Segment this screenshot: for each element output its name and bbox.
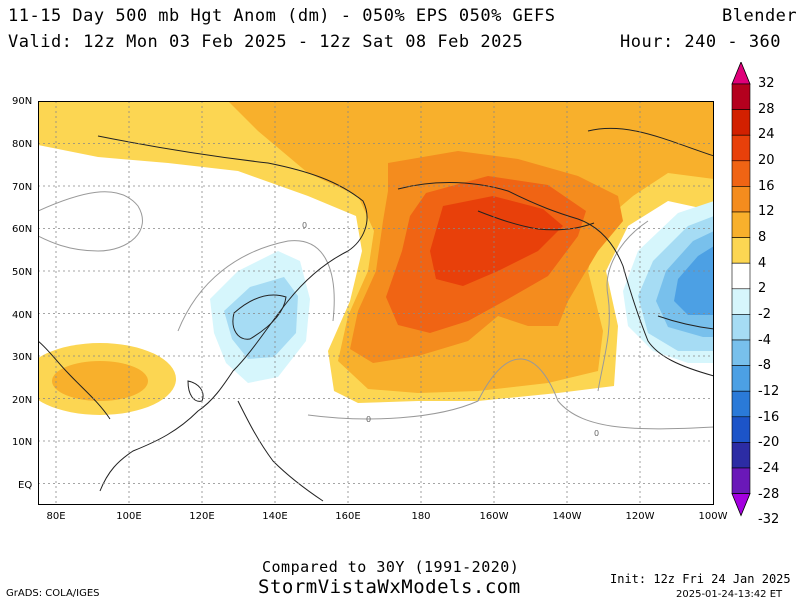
generated-timestamp: 2025-01-24-13:42 ET — [676, 589, 783, 600]
colorbar-tick-label: 24 — [758, 127, 775, 143]
map-title: 11-15 Day 500 mb Hgt Anom (dm) - 050% EP… — [8, 6, 556, 26]
colorbar-tick-label: 20 — [758, 153, 775, 168]
colorbar-tick-label: 4 — [758, 255, 767, 271]
colorbar-tick-label: -4 — [758, 332, 771, 348]
colorbar-segment — [731, 109, 751, 136]
lon-label: 140E — [262, 511, 288, 522]
lat-label: 40N — [12, 310, 33, 321]
zero-contour — [38, 191, 714, 430]
site-name: StormVistaWxModels.com — [258, 576, 521, 598]
colorbar-segment — [731, 211, 751, 238]
colorbar-tick-label: 28 — [758, 101, 775, 117]
colorbar-tick-label: 2 — [758, 281, 767, 297]
lat-label: 80N — [12, 139, 33, 150]
colorbar-segment — [731, 186, 751, 213]
colorbar-segment — [731, 160, 751, 187]
colorbar-segment — [731, 390, 751, 418]
colorbar-tick-label: -2 — [758, 307, 771, 322]
climatology-note: Compared to 30Y (1991-2020) — [262, 558, 520, 576]
lat-lon-grid — [38, 101, 714, 505]
lat-label: 60N — [12, 224, 33, 235]
lon-label: 120E — [189, 511, 215, 522]
lon-label: 100E — [116, 511, 142, 522]
colorbar-segment — [731, 237, 751, 264]
contour-label: 0 — [366, 415, 371, 424]
forecast-hour: Hour: 240 - 360 — [620, 32, 782, 52]
colorbar-segment — [731, 262, 751, 290]
colorbar-segment — [731, 83, 751, 110]
colorbar-tick-label: 12 — [758, 204, 775, 220]
valid-range: Valid: 12z Mon 03 Feb 2025 - 12z Sat 08 … — [8, 32, 524, 52]
colorbar-segment — [731, 365, 751, 392]
colorbar-tick-label: 8 — [758, 230, 767, 245]
colorbar-segment — [731, 467, 751, 494]
colorbar-tick-label: 16 — [758, 178, 775, 194]
colorbar-segment — [731, 288, 751, 315]
colorbar-tick-label: -16 — [758, 409, 780, 425]
grads-credit: GrADS: COLA/IGES — [6, 588, 100, 599]
colorbar-tick-label: -28 — [758, 486, 780, 502]
colorbar-tick-label: -20 — [758, 435, 780, 451]
lon-label: 80E — [46, 511, 66, 522]
lon-label: 120W — [625, 511, 655, 522]
colorbar-segment — [731, 314, 751, 341]
lon-label: 160E — [335, 511, 361, 522]
colorbar-segment — [731, 416, 751, 443]
lon-label: 160W — [479, 511, 509, 522]
contour-label: 0 — [594, 429, 599, 438]
lat-label: EQ — [18, 480, 33, 491]
contour-label: 0 — [302, 221, 307, 230]
lat-label: 20N — [12, 395, 33, 406]
colorbar — [731, 62, 751, 517]
brand-label: Blender — [722, 6, 798, 26]
lon-label: 100W — [698, 511, 728, 522]
colorbar-tick-label: 32 — [758, 76, 775, 91]
init-time: Init: 12z Fri 24 Jan 2025 — [610, 572, 791, 586]
colorbar-segment — [731, 134, 751, 162]
lat-label: 30N — [12, 352, 33, 363]
lat-label: 90N — [12, 96, 33, 107]
lat-label: 50N — [12, 267, 33, 278]
lon-label: 140W — [552, 511, 582, 522]
lat-label: 70N — [12, 182, 33, 193]
anomaly-band-16-20 — [430, 196, 563, 286]
colorbar-tick-label: -8 — [758, 358, 771, 374]
colorbar-tick-label: -12 — [758, 384, 780, 399]
height-anomaly-map: 0 0 0 — [38, 101, 714, 505]
lat-label: 10N — [12, 437, 33, 448]
anomaly-band-neg — [623, 201, 714, 363]
colorbar-tick-label: -24 — [758, 461, 780, 476]
lon-label: 180 — [411, 511, 431, 522]
colorbar-segment — [731, 339, 751, 366]
colorbar-segment — [731, 442, 751, 469]
colorbar-tick-label: -32 — [758, 512, 780, 528]
coastlines — [38, 127, 714, 502]
colorbar-arrow-bottom — [731, 493, 751, 517]
colorbar-arrow-top — [731, 62, 751, 85]
